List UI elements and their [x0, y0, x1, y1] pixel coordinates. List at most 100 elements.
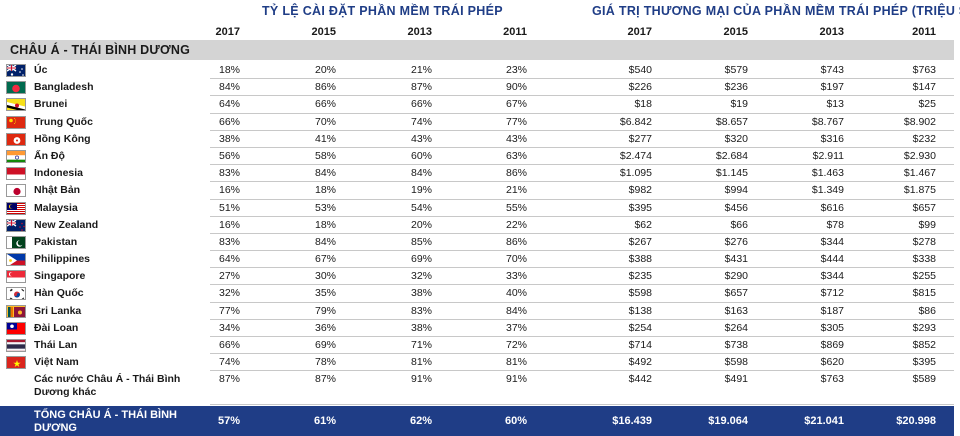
china-flag-icon [6, 115, 26, 129]
total-cell: $21.041 [804, 415, 844, 427]
table-cell: 20% [314, 64, 336, 76]
country-name: Bangladesh [34, 81, 94, 94]
country-name: Sri Lanka [34, 304, 82, 317]
table-cell: 69% [410, 253, 432, 266]
country-name: Đài Loan [34, 321, 79, 334]
total-cell: 62% [409, 415, 432, 427]
taiwan-flag-icon [6, 321, 26, 335]
table-cell: $163 [724, 304, 748, 317]
table-cell: $264 [724, 321, 748, 334]
table-cell: 67% [505, 98, 527, 111]
table-cell: 35% [314, 287, 336, 300]
table-cell: $763 [820, 373, 844, 386]
country-name: Malaysia [34, 201, 78, 214]
table-cell: $1.145 [715, 167, 748, 180]
table-row: Philippines 64% 67% 69% 70% $388 $431 $444 $338 [0, 251, 954, 269]
table-row: Hàn Quốc 32% 35% 38% 40% $598 $657 $712 $815 [0, 285, 954, 303]
table-cell: $456 [724, 201, 748, 214]
table-row: Bangladesh 84% 86% 87% 90% $226 $236 $197 $147 [0, 79, 954, 97]
table-cell: 22% [505, 218, 527, 231]
table-cell: $320 [724, 132, 748, 145]
table-cell: 74% [218, 356, 240, 369]
table-cell: $78 [826, 218, 844, 231]
country-name: Các nước Châu Á - Thái Bình Dương khác [34, 373, 181, 399]
value-group-header: GIÁ TRỊ THƯƠNG MẠI CỦA PHẦN MỀM TRÁI PHÉ… [592, 4, 960, 18]
hong-kong-flag-icon [6, 132, 26, 146]
row-divider [210, 301, 954, 303]
year-header: 2015 [311, 26, 336, 38]
table-row: Trung Quốc 66% 70% 74% 77% $6.842 $8.657 $8.767… [0, 114, 954, 131]
table-cell: $226 [628, 81, 652, 94]
table-cell: 38% [218, 132, 240, 145]
table-cell: $657 [912, 201, 936, 214]
brunei-flag-icon [6, 98, 26, 112]
table-cell: $138 [628, 304, 652, 317]
year-header: 2017 [627, 26, 652, 38]
country-name: Philippines [34, 253, 91, 266]
table-cell: 43% [410, 132, 432, 145]
table-cell: $598 [724, 356, 748, 369]
table-cell: $598 [628, 287, 652, 300]
table-cell: $388 [628, 253, 652, 266]
table-cell: $442 [628, 373, 652, 386]
table-cell: $344 [820, 235, 844, 248]
table-cell: $395 [912, 356, 936, 369]
row-divider [210, 164, 954, 166]
table-cell: 84% [410, 167, 432, 180]
total-row: TỔNG CHÂU Á - THÁI BÌNH DƯƠNG 57% 61% 62… [0, 406, 954, 436]
table-cell: $2.930 [903, 149, 936, 162]
table-cell: 56% [218, 149, 240, 162]
table-row: Các nước Châu Á - Thái Bình Dương khác 87… [0, 371, 954, 406]
row-divider [210, 370, 954, 372]
table-cell: $19 [730, 98, 748, 111]
table-cell: 86% [505, 167, 527, 180]
total-label: TỔNG CHÂU Á - THÁI BÌNH DƯƠNG [34, 409, 177, 434]
table-row: Singapore 27% 30% 32% 33% $235 $290 $344 $255 [0, 268, 954, 286]
country-name: Nhật Bản [34, 184, 81, 197]
row-divider [210, 250, 954, 252]
table-cell: $255 [912, 270, 936, 283]
row-divider [210, 146, 954, 148]
table-cell: $316 [820, 132, 844, 145]
malaysia-flag-icon [6, 201, 26, 215]
table-cell: 71% [410, 339, 432, 351]
table-cell: $431 [724, 253, 748, 266]
year-header: 2011 [912, 26, 936, 38]
table-cell: $8.767 [811, 115, 844, 128]
table-cell: $982 [628, 184, 652, 197]
table-cell: $589 [912, 373, 936, 386]
table-cell: 18% [218, 64, 240, 76]
japan-flag-icon [6, 184, 26, 198]
table-cell: 18% [314, 184, 336, 197]
total-cell: $20.998 [896, 415, 936, 427]
total-cell: $19.064 [708, 415, 748, 427]
country-name: Hàn Quốc [34, 287, 84, 300]
table-cell: $763 [912, 64, 936, 76]
table-cell: 21% [505, 184, 527, 197]
country-name: Việt Nam [34, 356, 79, 369]
table-cell: 54% [410, 201, 432, 214]
table-cell: $444 [820, 253, 844, 266]
table-cell: $1.875 [903, 184, 936, 197]
table-cell: $25 [918, 98, 936, 111]
table-cell: $852 [912, 339, 936, 351]
table-cell: 58% [314, 149, 336, 162]
country-name: Pakistan [34, 235, 78, 248]
table-cell: 86% [314, 81, 336, 94]
table-cell: 91% [505, 373, 527, 386]
table-cell: 27% [218, 270, 240, 283]
table-row: Sri Lanka 77% 79% 83% 84% $138 $163 $187 $86 [0, 303, 954, 320]
table-cell: $2.474 [619, 149, 652, 162]
table-cell: 53% [314, 201, 336, 214]
table-cell: 40% [505, 287, 527, 300]
row-divider [210, 198, 954, 200]
table-cell: 18% [314, 218, 336, 231]
table-cell: 20% [410, 218, 432, 231]
table-cell: $1.095 [619, 167, 652, 180]
table-cell: 83% [218, 235, 240, 248]
table-cell: 77% [218, 304, 240, 317]
table-cell: 87% [218, 373, 240, 386]
table-cell: 87% [314, 373, 336, 386]
indonesia-flag-icon [6, 167, 26, 181]
singapore-flag-icon [6, 270, 26, 284]
